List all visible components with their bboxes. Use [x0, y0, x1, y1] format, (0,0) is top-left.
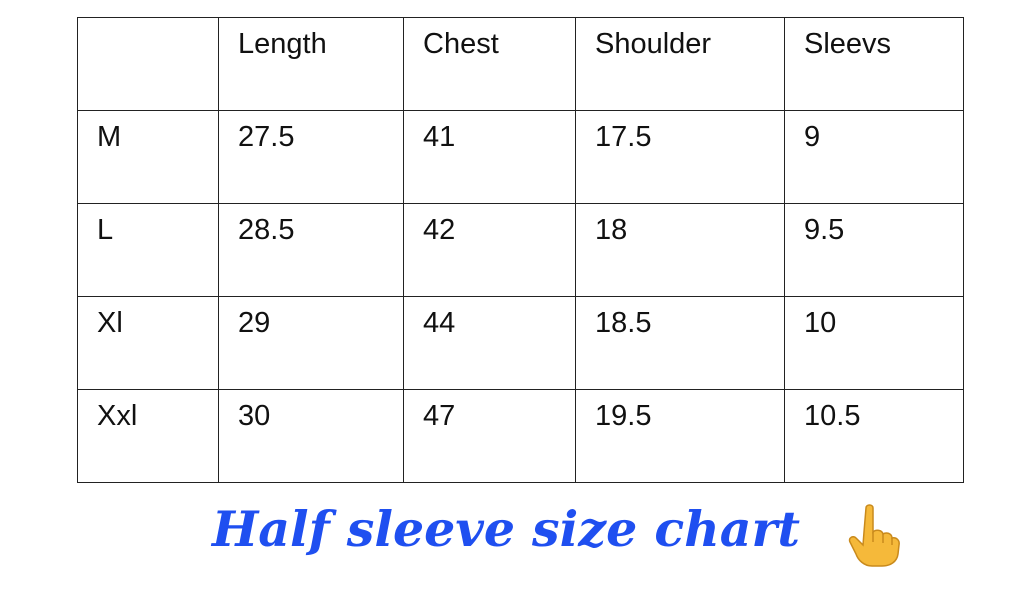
table-row: L 28.5 42 18 9.5 — [77, 203, 964, 297]
size-chart-table: Length Chest Shoulder Sleevs M 27.5 41 1… — [77, 17, 964, 483]
table-cell: 47 — [403, 389, 576, 483]
table-cell: 10 — [784, 296, 964, 390]
table-row: Xl 29 44 18.5 10 — [77, 296, 964, 390]
table-row: M 27.5 41 17.5 9 — [77, 110, 964, 204]
size-cell: Xl — [77, 296, 219, 390]
chart-caption: Half sleeve size chart — [212, 500, 800, 558]
size-cell: M — [77, 110, 219, 204]
table-cell: 44 — [403, 296, 576, 390]
header-cell: Shoulder — [575, 17, 785, 111]
table-cell: 30 — [218, 389, 404, 483]
table-cell: 18.5 — [575, 296, 785, 390]
table-cell: 41 — [403, 110, 576, 204]
table-cell: 27.5 — [218, 110, 404, 204]
header-cell: Length — [218, 17, 404, 111]
table-cell: 28.5 — [218, 203, 404, 297]
size-cell: Xxl — [77, 389, 219, 483]
table-cell: 42 — [403, 203, 576, 297]
table-cell: 10.5 — [784, 389, 964, 483]
table-cell: 29 — [218, 296, 404, 390]
table-cell: 17.5 — [575, 110, 785, 204]
size-cell: L — [77, 203, 219, 297]
table-cell: 9.5 — [784, 203, 964, 297]
pointing-up-hand-icon — [848, 504, 900, 567]
table-cell: 9 — [784, 110, 964, 204]
table-cell: 18 — [575, 203, 785, 297]
table-cell: 19.5 — [575, 389, 785, 483]
table-row: Xxl 30 47 19.5 10.5 — [77, 389, 964, 483]
header-cell: Sleevs — [784, 17, 964, 111]
header-cell: Chest — [403, 17, 576, 111]
header-cell — [77, 17, 219, 111]
header-row: Length Chest Shoulder Sleevs — [77, 17, 964, 111]
